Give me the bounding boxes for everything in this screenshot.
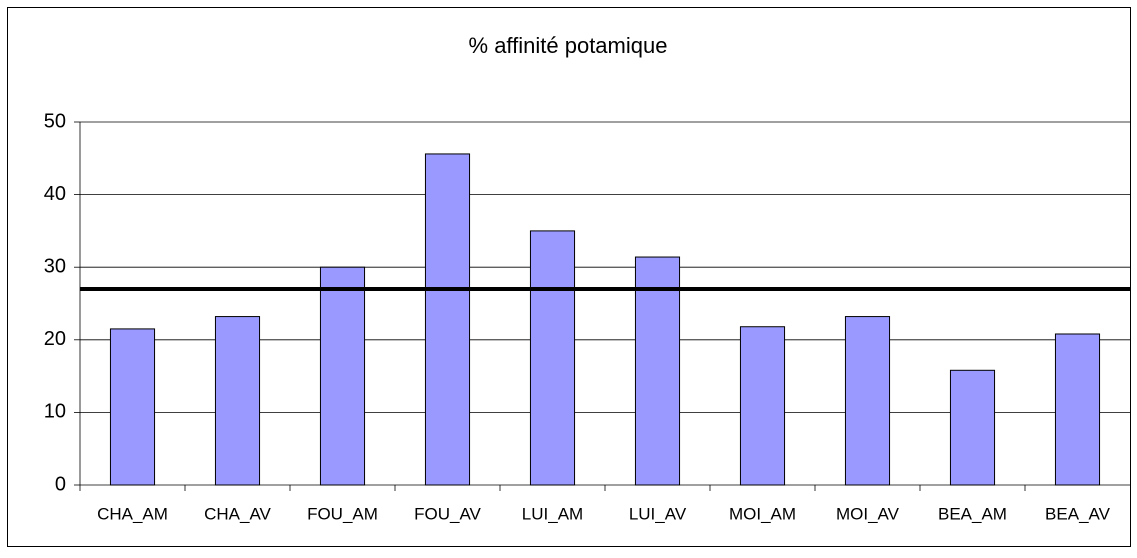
x-tick-label: LUI_AV [629,504,687,523]
x-tick-label: CHA_AM [97,504,168,523]
bar [214,316,261,486]
bar [739,326,786,486]
bar [1054,333,1101,486]
bar [529,230,576,486]
y-tick-label: 30 [44,255,66,277]
x-tick-label: MOI_AV [836,504,900,523]
y-tick-label: 40 [44,183,66,205]
y-tick-label: 10 [44,401,66,423]
bar [634,256,681,486]
y-tick-label: 50 [44,110,66,132]
bar [949,369,996,486]
x-tick-label: MOI_AM [729,504,796,523]
x-tick-label: FOU_AV [414,504,481,523]
x-tick-label: LUI_AM [522,504,583,523]
bar [424,153,471,486]
y-tick-label: 0 [55,473,66,495]
x-tick-label: BEA_AV [1045,504,1111,523]
bar [319,266,366,486]
y-tick-label: 20 [44,328,66,350]
chart-title: % affinité potamique [469,33,668,58]
bar [844,316,891,486]
x-tick-label: BEA_AM [938,504,1007,523]
x-tick-label: FOU_AM [307,504,378,523]
bar [109,328,156,486]
x-tick-label: CHA_AV [204,504,271,523]
